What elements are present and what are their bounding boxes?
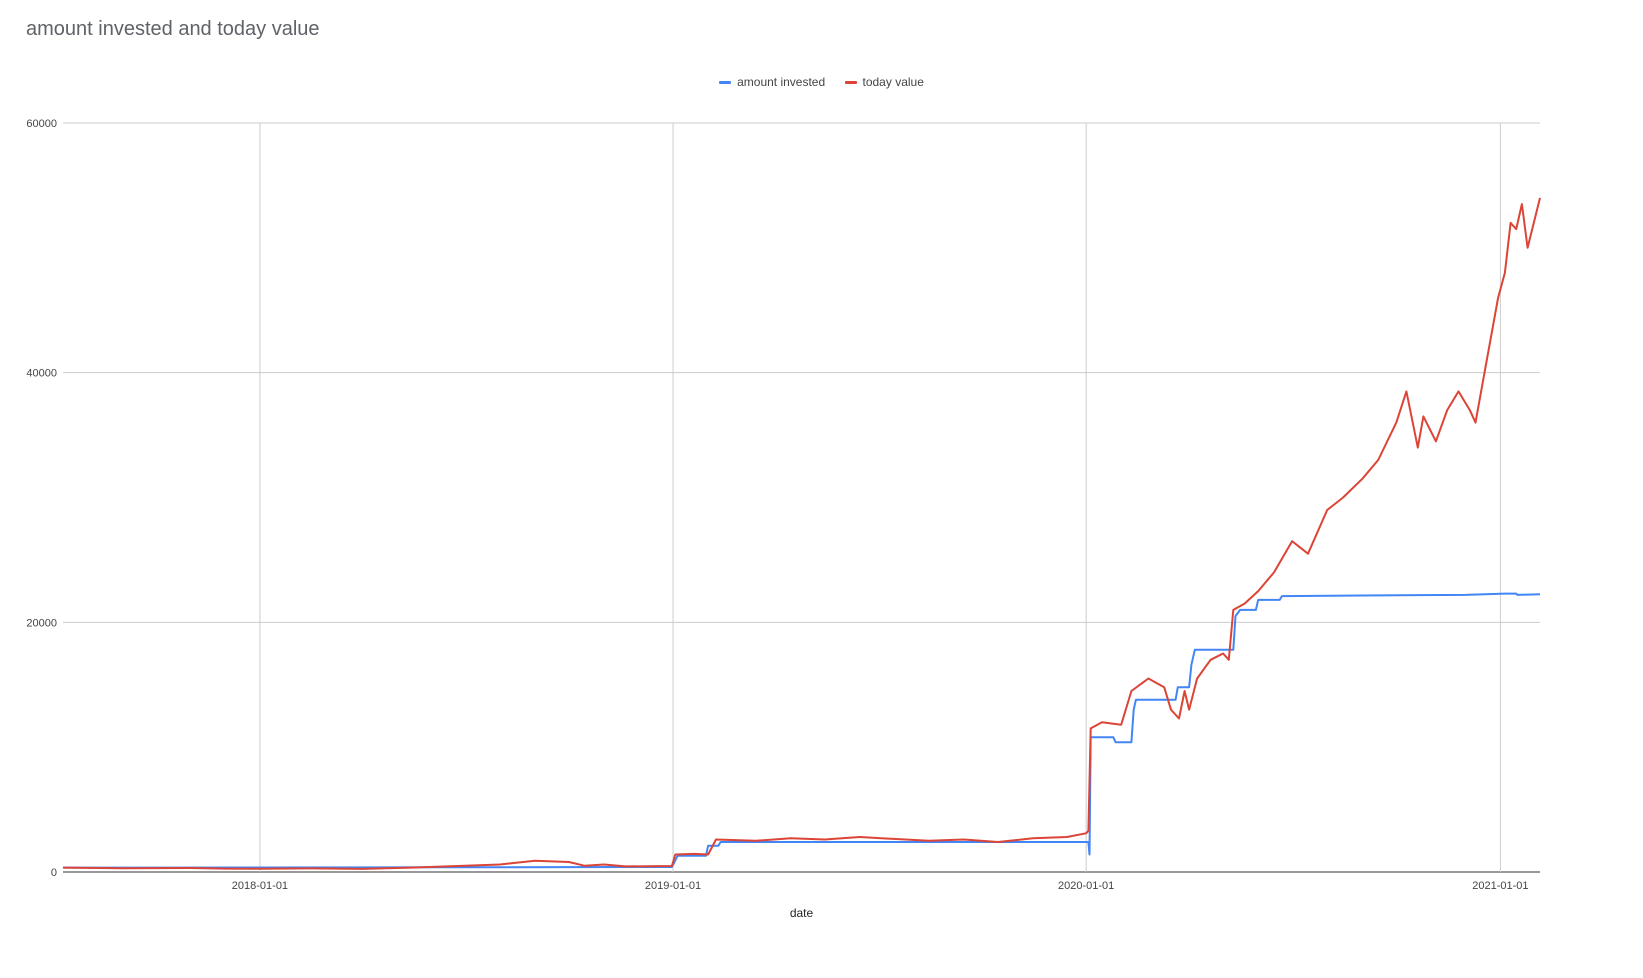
y-tick-label: 0	[51, 867, 57, 879]
y-tick-label: 20000	[26, 617, 57, 629]
x-axis-title: date	[790, 906, 814, 920]
y-tick-label: 60000	[26, 118, 57, 130]
legend-swatch-amount-invested	[719, 81, 732, 85]
y-tick-label: 40000	[26, 368, 57, 380]
legend-item-amount-invested[interactable]: amount invested	[719, 75, 825, 89]
x-tick-label: 2021-01-01	[1472, 880, 1528, 892]
legend-swatch-today-value	[844, 81, 857, 85]
legend[interactable]: amount invested today value	[0, 75, 1643, 89]
chart-title: amount invested and today value	[26, 18, 320, 40]
legend-label-amount-invested: amount invested	[737, 75, 826, 89]
series-lines[interactable]	[62, 197, 1541, 870]
gridlines	[63, 122, 1540, 873]
x-tick-label: 2020-01-01	[1058, 880, 1114, 892]
legend-label-today-value: today value	[862, 75, 924, 89]
axes: 0 20000 40000 60000 2018-01-01 2019-01-01 2020…	[26, 118, 1528, 892]
series-line-today-value[interactable]	[62, 197, 1541, 870]
x-tick-label: 2018-01-01	[232, 880, 288, 892]
series-line-amount-invested[interactable]	[63, 592, 1541, 869]
legend-item-today-value[interactable]: today value	[844, 75, 924, 89]
x-tick-label: 2019-01-01	[645, 880, 701, 892]
